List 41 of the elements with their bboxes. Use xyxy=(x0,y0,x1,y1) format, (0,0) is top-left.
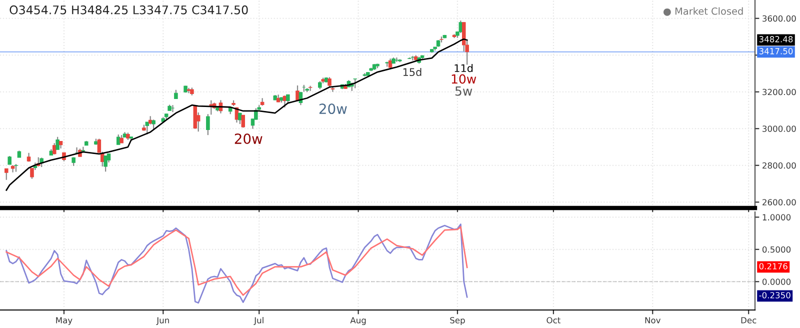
annotation: 20w xyxy=(319,104,347,114)
y-tick-label: 2600.00 xyxy=(762,199,796,206)
y-tick-label: 3000.00 xyxy=(762,126,796,132)
annotation: 10w xyxy=(452,74,476,84)
text: -0.2350 xyxy=(759,292,790,298)
candlestick xyxy=(353,78,357,89)
y-tick-label: 0.0000 xyxy=(762,278,791,285)
y-tick-label: 2800.00 xyxy=(762,162,796,169)
annotation: ● Market Closed xyxy=(663,7,743,16)
annotation: 20w xyxy=(234,134,262,144)
x-tick-label: Nov xyxy=(645,317,661,324)
annotation: 11d xyxy=(454,64,473,72)
x-tick-label: Sep xyxy=(450,317,465,326)
candlestick xyxy=(56,136,60,150)
candlestick xyxy=(209,100,214,116)
candlestick xyxy=(328,76,332,88)
y-tick-label: 0.5000 xyxy=(762,246,791,253)
y-tick-label: 1.0000 xyxy=(762,214,791,220)
candlestick xyxy=(116,134,120,146)
candlestick xyxy=(152,119,156,130)
text: 0.2176 xyxy=(759,263,788,270)
x-tick-label: Jul xyxy=(254,316,264,325)
x-tick-label: Oct xyxy=(546,317,560,324)
chart-title: O3454.75 H3484.25 L3347.75 C3417.50 xyxy=(10,5,248,14)
x-tick-label: Aug xyxy=(350,317,366,326)
candlestick xyxy=(206,114,210,136)
text: 3482.48 xyxy=(759,36,793,42)
candlestick xyxy=(52,142,56,155)
x-tick-label: Dec xyxy=(741,317,756,324)
x-tick-label: May xyxy=(56,317,72,326)
y-tick-label: 3200.00 xyxy=(762,88,796,96)
candlestick xyxy=(296,84,300,102)
candlestick xyxy=(170,104,175,113)
annotation: 15d xyxy=(403,68,422,76)
x-tick-label: Jun xyxy=(156,317,169,325)
annotation: 5w xyxy=(455,86,472,96)
candlestick xyxy=(104,155,108,172)
y-tick-label: 3600.00 xyxy=(762,15,796,22)
ref-line-label: 3417.50 xyxy=(759,48,793,54)
candlestick xyxy=(193,105,198,130)
candlestick xyxy=(241,114,246,128)
